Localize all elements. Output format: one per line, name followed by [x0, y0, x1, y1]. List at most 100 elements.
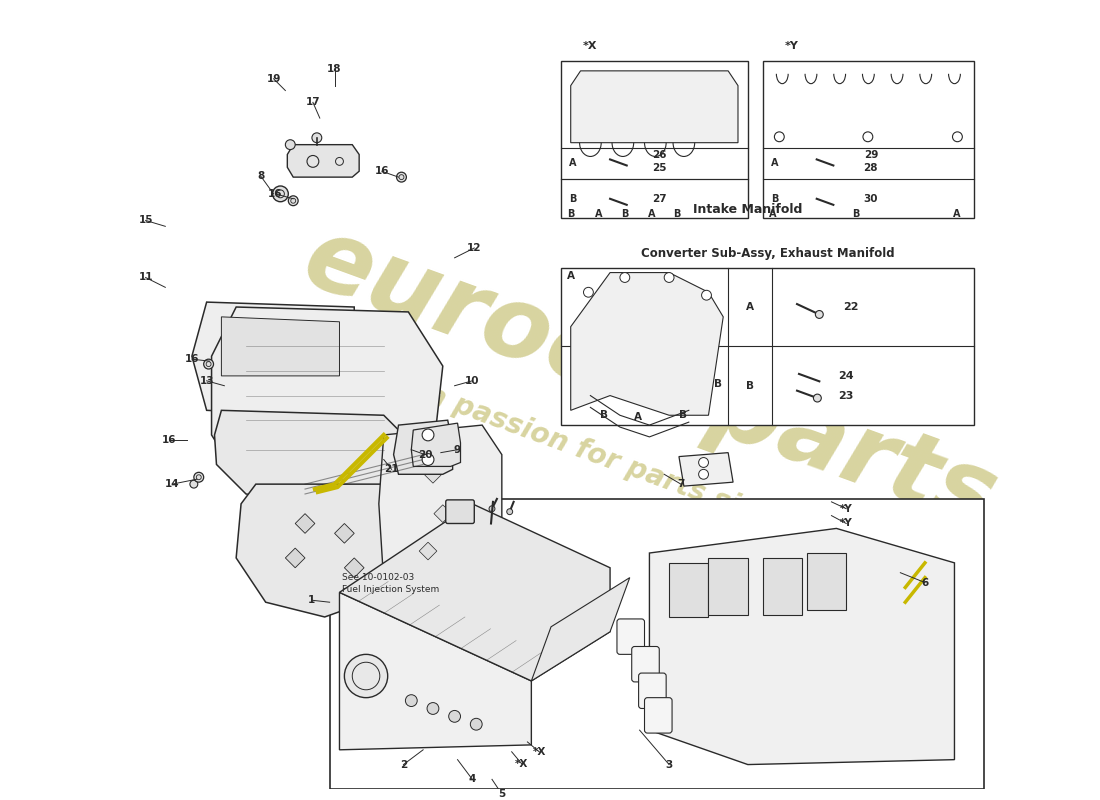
Circle shape — [273, 186, 288, 202]
Text: eurocarparts: eurocarparts — [290, 210, 1009, 550]
Text: 21: 21 — [384, 464, 399, 474]
Circle shape — [471, 718, 482, 730]
FancyBboxPatch shape — [645, 698, 672, 733]
Bar — [669, 563, 708, 617]
Text: B: B — [852, 209, 860, 218]
Text: 10: 10 — [465, 376, 480, 386]
Polygon shape — [378, 425, 502, 592]
Polygon shape — [411, 423, 461, 466]
Polygon shape — [649, 529, 955, 765]
Text: 27: 27 — [652, 194, 667, 204]
Text: A: A — [594, 209, 602, 218]
Text: a passion for parts since 1985: a passion for parts since 1985 — [422, 381, 876, 568]
Text: B: B — [714, 378, 723, 389]
Text: B: B — [771, 194, 778, 204]
Circle shape — [620, 273, 630, 282]
Text: B: B — [566, 209, 574, 218]
Text: 4: 4 — [469, 774, 476, 784]
Polygon shape — [236, 484, 414, 617]
Text: A: A — [771, 158, 778, 168]
Bar — [561, 61, 748, 218]
Text: 28: 28 — [864, 163, 878, 174]
Text: 3: 3 — [666, 759, 673, 770]
Polygon shape — [295, 514, 315, 534]
Text: 20: 20 — [418, 450, 432, 460]
Text: *Y: *Y — [785, 42, 799, 51]
Text: *Y: *Y — [840, 504, 852, 514]
Polygon shape — [211, 307, 443, 489]
Text: B: B — [621, 209, 628, 218]
Text: B: B — [569, 194, 576, 204]
Text: 16: 16 — [162, 435, 176, 445]
Text: B: B — [746, 381, 754, 390]
Polygon shape — [531, 578, 630, 681]
Polygon shape — [419, 542, 437, 560]
Circle shape — [204, 359, 213, 369]
Text: Intake Manifold: Intake Manifold — [693, 202, 803, 215]
Circle shape — [406, 694, 417, 706]
Circle shape — [312, 133, 322, 142]
Text: Converter Sub-Assy, Exhaust Manifold: Converter Sub-Assy, Exhaust Manifold — [640, 246, 894, 260]
Text: 17: 17 — [306, 98, 320, 107]
Text: *X: *X — [583, 42, 597, 51]
Circle shape — [702, 290, 712, 300]
Polygon shape — [394, 420, 452, 474]
Polygon shape — [214, 410, 424, 504]
Circle shape — [449, 710, 461, 722]
Polygon shape — [340, 504, 610, 681]
Circle shape — [583, 287, 593, 297]
Text: A: A — [746, 302, 754, 312]
Bar — [708, 558, 748, 615]
Bar — [807, 553, 846, 610]
Text: 24: 24 — [838, 371, 854, 381]
Bar — [762, 61, 975, 218]
Text: 29: 29 — [864, 150, 878, 161]
Circle shape — [813, 394, 822, 402]
Polygon shape — [340, 592, 531, 750]
Circle shape — [288, 196, 298, 206]
Circle shape — [285, 140, 295, 150]
Text: 23: 23 — [838, 390, 854, 401]
Text: 16: 16 — [185, 354, 199, 364]
Text: 18: 18 — [328, 64, 342, 74]
Circle shape — [507, 509, 513, 514]
Polygon shape — [571, 71, 738, 142]
Text: 19: 19 — [266, 74, 280, 84]
Circle shape — [344, 654, 387, 698]
Polygon shape — [191, 302, 354, 415]
Circle shape — [427, 702, 439, 714]
Circle shape — [422, 429, 433, 441]
Text: 13: 13 — [199, 376, 213, 386]
Circle shape — [396, 172, 406, 182]
Text: 25: 25 — [652, 163, 667, 174]
Polygon shape — [344, 558, 364, 578]
Text: *X: *X — [532, 746, 546, 757]
Text: 30: 30 — [864, 194, 878, 204]
Text: 2: 2 — [399, 759, 407, 770]
Circle shape — [664, 273, 674, 282]
Text: 26: 26 — [652, 150, 667, 161]
Polygon shape — [679, 453, 733, 486]
Bar — [561, 268, 975, 425]
Text: 15: 15 — [139, 215, 153, 226]
Circle shape — [190, 480, 198, 488]
Circle shape — [490, 506, 495, 512]
Text: 11: 11 — [139, 273, 153, 282]
Circle shape — [698, 470, 708, 479]
Polygon shape — [433, 505, 452, 522]
Text: B: B — [679, 410, 686, 420]
Text: B: B — [601, 410, 608, 420]
Circle shape — [698, 458, 708, 467]
Polygon shape — [287, 145, 360, 177]
Text: A: A — [566, 270, 574, 281]
Polygon shape — [334, 523, 354, 543]
Text: 14: 14 — [165, 479, 179, 489]
Text: 8: 8 — [257, 171, 264, 181]
Text: A: A — [953, 209, 960, 218]
Text: B: B — [673, 209, 681, 218]
Text: See 10-0102-03
Fuel Injection System: See 10-0102-03 Fuel Injection System — [342, 573, 440, 594]
Text: *X: *X — [515, 758, 528, 769]
Text: 7: 7 — [678, 479, 684, 489]
FancyBboxPatch shape — [617, 619, 645, 654]
Polygon shape — [285, 548, 305, 568]
